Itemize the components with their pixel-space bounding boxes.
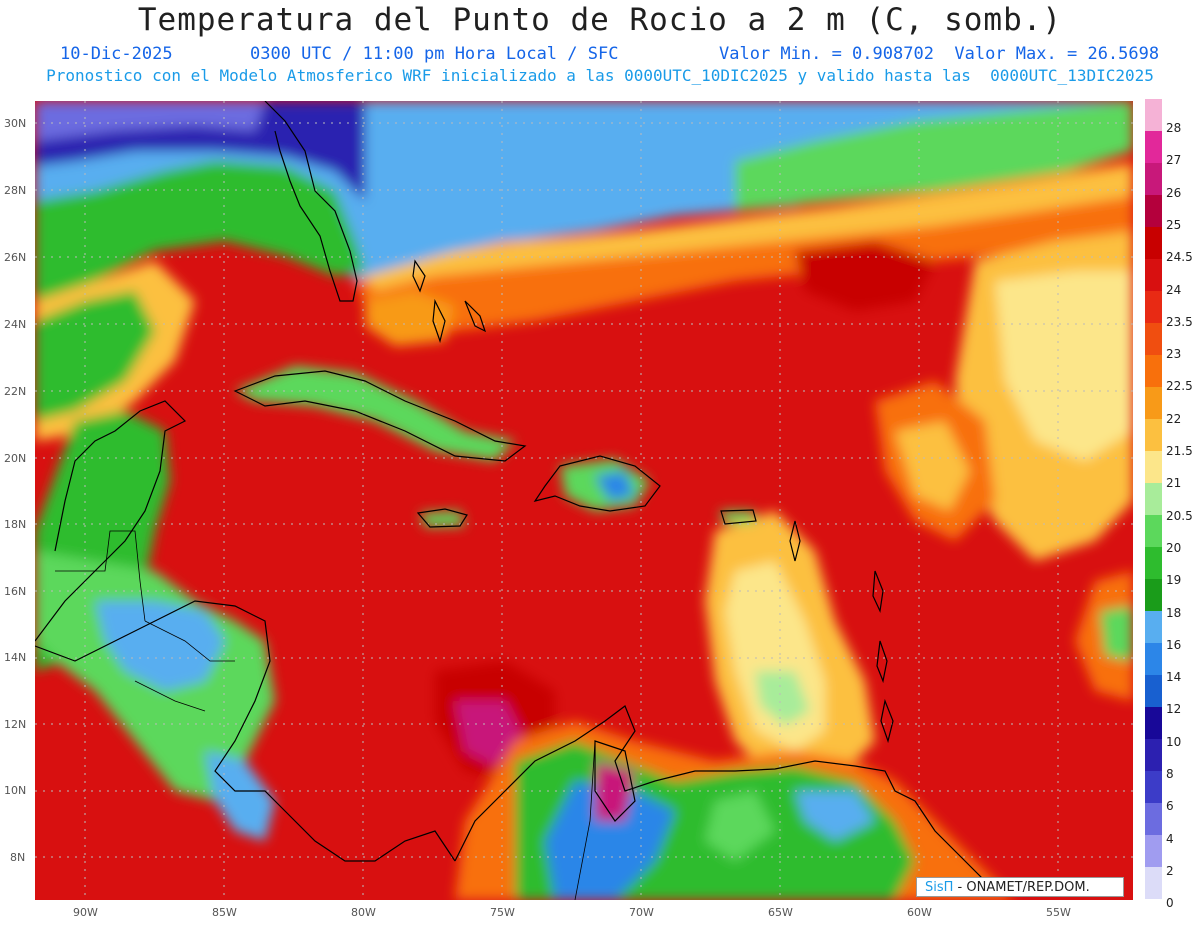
forecast-time: 0300 UTC / 11:00 pm Hora Local / SFC [250,44,619,64]
grid-lines [35,101,1133,900]
colorbar-label: 24 [1166,282,1182,297]
colorbar-swatch [1145,675,1162,707]
colorbar-swatch [1145,707,1162,739]
lat-label: 12N [4,718,27,731]
colorbar-label: 0 [1166,896,1174,911]
min-max-values: Valor Min. = 0.908702 Valor Max. = 26.56… [719,44,1160,64]
lat-label: 24N [4,318,27,331]
colorbar-swatch [1145,99,1162,131]
colorbar-swatch [1145,291,1162,323]
lat-label: 20N [4,452,27,465]
colorbar-label: 12 [1166,702,1182,717]
colorbar-swatch [1145,195,1162,227]
colorbar-swatch [1145,483,1162,515]
colorbar-label: 19 [1166,573,1182,588]
colorbar-swatch [1145,387,1162,419]
colorbar-label: 18 [1166,605,1182,620]
lon-label: 60W [907,906,932,919]
colorbar-label: 25 [1166,217,1182,232]
colorbar-label: 22 [1166,411,1182,426]
colorbar-swatch [1145,355,1162,387]
lon-label: 65W [768,906,793,919]
lat-label: 26N [4,251,27,264]
coastlines [35,101,996,892]
dewpoint-field [35,101,1133,900]
borders [55,530,596,900]
lat-label: 28N [4,184,27,197]
colorbar-swatch [1145,579,1162,611]
colorbar-label: 24.5 [1166,250,1193,265]
lat-label: 30N [4,117,27,130]
colorbar-label: 10 [1166,734,1182,749]
colorbar-swatch [1145,163,1162,195]
colorbar-swatch [1145,547,1162,579]
lat-label: 22N [4,385,27,398]
lon-label: 85W [212,906,237,919]
forecast-date: 10-Dic-2025 [60,44,173,64]
map-svg [35,101,1133,900]
colorbar-swatch [1145,771,1162,803]
dewpoint-map [35,101,1133,900]
lon-label: 90W [73,906,98,919]
colorbar-label: 27 [1166,153,1182,168]
colorbar-label: 4 [1166,831,1174,846]
lat-label: 10N [4,784,27,797]
colorbar-label: 6 [1166,799,1174,814]
colorbar-swatch [1145,131,1162,163]
colorbar-swatch [1145,259,1162,291]
colorbar-swatch [1145,739,1162,771]
colorbar-label: 8 [1166,767,1174,781]
model-info: Pronostico con el Modelo Atmosferico WRF… [46,66,1154,85]
colorbar-label: 26 [1166,185,1182,200]
colorbar-swatch [1145,611,1162,643]
colorbar-swatch [1145,227,1162,259]
colorbar-swatch [1145,835,1162,867]
colorbar-label: 2 [1166,863,1174,878]
lat-label: 8N [10,851,26,864]
colorbar [1145,99,1162,899]
credit-box: SisΠ - ONAMET/REP.DOM. [916,877,1124,897]
colorbar-label: 22.5 [1166,379,1193,394]
colorbar-label: 23 [1166,347,1182,362]
colorbar-label: 23.5 [1166,314,1193,329]
colorbar-label: 20.5 [1166,508,1193,523]
sispi-logo: SisΠ [925,880,954,895]
colorbar-label: 14 [1166,670,1182,685]
colorbar-swatch [1145,643,1162,675]
colorbar-swatch [1145,323,1162,355]
colorbar-swatch [1145,451,1162,483]
lat-label: 16N [4,585,27,598]
colorbar-swatch [1145,515,1162,547]
colorbar-label: 20 [1166,540,1182,555]
lat-label: 14N [4,651,27,664]
colorbar-swatch [1145,867,1162,899]
colorbar-label: 28 [1166,121,1182,135]
colorbar-label: 16 [1166,637,1182,652]
colorbar-label: 21.5 [1166,444,1193,458]
lon-label: 75W [490,906,515,919]
colorbar-swatch [1145,803,1162,835]
lon-label: 70W [629,906,654,919]
lon-label: 55W [1046,906,1071,919]
credit-org: - ONAMET/REP.DOM. [953,880,1090,895]
colorbar-swatch [1145,419,1162,451]
lon-label: 80W [351,906,376,919]
chart-title: Temperatura del Punto de Rocio a 2 m (C,… [137,2,1063,38]
colorbar-label: 21 [1166,476,1182,491]
lat-label: 18N [4,518,27,531]
